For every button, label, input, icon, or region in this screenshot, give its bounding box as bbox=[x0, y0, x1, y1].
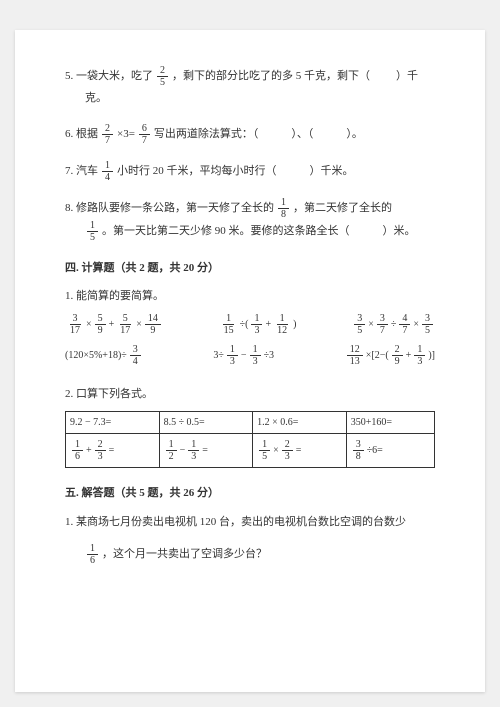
fraction: 34 bbox=[130, 344, 141, 367]
eq-text: = bbox=[109, 445, 115, 456]
expr-text: ×[2−( bbox=[366, 350, 389, 361]
calc-table: 9.2 − 7.3= 8.5 ÷ 0.5= 1.2 × 0.6= 350+160… bbox=[65, 411, 435, 468]
q8-frac2: 1 5 bbox=[87, 220, 98, 243]
q7-prefix: 7. 汽车 bbox=[65, 161, 98, 182]
fraction: 13 bbox=[251, 313, 262, 336]
expr-row-1: 317×59+517×149 115÷(13+112) 35×37÷47×35 bbox=[65, 313, 435, 336]
fraction: 13 bbox=[227, 344, 238, 367]
expr-3: 35×37÷47×35 bbox=[352, 313, 435, 336]
fraction: 317 bbox=[67, 313, 83, 336]
op-text: ÷6= bbox=[367, 445, 383, 456]
fraction: 15 bbox=[259, 439, 270, 462]
q5-blank bbox=[372, 66, 394, 87]
section-4-sub2: 2. 口算下列各式。 bbox=[65, 385, 435, 401]
cell-r1c2: 8.5 ÷ 0.5= bbox=[159, 411, 253, 433]
op-text: × bbox=[273, 445, 279, 456]
q6-frac2: 6 7 bbox=[139, 123, 150, 146]
expr-text: × bbox=[136, 319, 142, 330]
fraction: 1213 bbox=[347, 344, 363, 367]
fraction: 13 bbox=[188, 439, 199, 462]
cell-r2c3: 15 × 23 = bbox=[253, 433, 347, 467]
eq-text: = bbox=[296, 445, 302, 456]
q5-prefix: 5. 一袋大米，吃了 bbox=[65, 66, 153, 87]
s5-q1-frac: 1 6 bbox=[87, 543, 98, 566]
expr-text: )] bbox=[428, 350, 435, 361]
table-row: 16 + 23 = 12 − 13 = 15 × 23 = 38 ÷6= bbox=[66, 433, 435, 467]
fraction: 59 bbox=[95, 313, 106, 336]
expr-text: − bbox=[241, 350, 247, 361]
q8-l1-prefix: 8. 修路队要修一条公路，第一天修了全长的 bbox=[65, 198, 274, 219]
expr-text: ÷( bbox=[240, 319, 249, 330]
question-5: 5. 一袋大米，吃了 2 5 ，剩下的部分比吃了的多 5 千克，剩下（ ）千 克… bbox=[65, 65, 435, 109]
expr-text: (120×5%+18)÷ bbox=[65, 350, 127, 361]
q8-l1-suffix: ，第二天修了全长的 bbox=[293, 198, 392, 219]
section-4-sub1: 1. 能简算的要简算。 bbox=[65, 287, 435, 303]
expr-text: + bbox=[406, 350, 412, 361]
expr-6: 1213×[2−(29+13)] bbox=[345, 344, 435, 367]
q6-frac1: 2 7 bbox=[102, 123, 113, 146]
expr-row-2: (120×5%+18)÷34 3÷13−13÷3 1213×[2−(29+13)… bbox=[65, 344, 435, 367]
expr-2: 115÷(13+112) bbox=[219, 313, 297, 336]
fraction: 149 bbox=[145, 313, 161, 336]
fraction: 35 bbox=[354, 313, 365, 336]
q8-line2: 。第一天比第二天少修 90 米。要修的这条路全长（ ）米。 bbox=[102, 221, 416, 242]
fraction: 37 bbox=[377, 313, 388, 336]
expr-text: ÷3 bbox=[264, 350, 275, 361]
cell-r2c2: 12 − 13 = bbox=[159, 433, 253, 467]
q6-times: ×3= bbox=[117, 124, 135, 145]
q5-suffix: ）千 bbox=[396, 66, 418, 87]
fraction: 23 bbox=[95, 439, 106, 462]
document-page: 5. 一袋大米，吃了 2 5 ，剩下的部分比吃了的多 5 千克，剩下（ ）千 克… bbox=[15, 30, 485, 692]
fraction: 23 bbox=[282, 439, 293, 462]
q5-line2: 克。 bbox=[85, 88, 435, 109]
fraction: 35 bbox=[422, 313, 433, 336]
expr-text: ÷ bbox=[391, 319, 397, 330]
q5-frac: 2 5 bbox=[157, 65, 168, 88]
cell-r1c1: 9.2 − 7.3= bbox=[66, 411, 160, 433]
cell-r1c3: 1.2 × 0.6= bbox=[253, 411, 347, 433]
op-text: − bbox=[180, 445, 186, 456]
fraction: 47 bbox=[399, 313, 410, 336]
expr-text: × bbox=[86, 319, 92, 330]
q7-text: 小时行 20 千米，平均每小时行（ ）千米。 bbox=[117, 161, 354, 182]
expr-text: × bbox=[368, 319, 374, 330]
fraction: 13 bbox=[414, 344, 425, 367]
fraction: 29 bbox=[392, 344, 403, 367]
expr-text: ) bbox=[293, 319, 296, 330]
q6-text: 写出两道除法算式：（ ）、（ ）。 bbox=[154, 124, 363, 145]
expr-4: (120×5%+18)÷34 bbox=[65, 344, 143, 367]
expr-text: + bbox=[109, 319, 115, 330]
eq-text: = bbox=[202, 445, 208, 456]
expr-5: 3÷13−13÷3 bbox=[213, 344, 274, 367]
q6-prefix: 6. 根据 bbox=[65, 124, 98, 145]
section-4-title: 四. 计算题（共 2 题，共 20 分） bbox=[65, 259, 435, 275]
s5-q1-line2: ，这个月一共卖出了空调多少台？ bbox=[102, 544, 267, 565]
question-7: 7. 汽车 1 4 小时行 20 千米，平均每小时行（ ）千米。 bbox=[65, 160, 435, 183]
q8-frac1: 1 8 bbox=[278, 197, 289, 220]
section-5-title: 五. 解答题（共 5 题，共 26 分） bbox=[65, 484, 435, 500]
fraction: 16 bbox=[72, 439, 83, 462]
expr-text: × bbox=[413, 319, 419, 330]
cell-r1c4: 350+160= bbox=[346, 411, 434, 433]
fraction: 38 bbox=[353, 439, 364, 462]
expr-1: 317×59+517×149 bbox=[65, 313, 163, 336]
s5-q1-line1: 1. 某商场七月份卖出电视机 120 台，卖出的电视机台数比空调的台数少 bbox=[65, 512, 435, 533]
op-text: + bbox=[86, 445, 92, 456]
fraction: 12 bbox=[166, 439, 177, 462]
fraction: 517 bbox=[117, 313, 133, 336]
question-8: 8. 修路队要修一条公路，第一天修了全长的 1 8 ，第二天修了全长的 1 5 … bbox=[65, 197, 435, 243]
fraction: 13 bbox=[250, 344, 261, 367]
section-5-q1: 1. 某商场七月份卖出电视机 120 台，卖出的电视机台数比空调的台数少 1 6… bbox=[65, 512, 435, 566]
expr-text: + bbox=[265, 319, 271, 330]
q5-mid: ，剩下的部分比吃了的多 5 千克，剩下（ bbox=[172, 66, 370, 87]
expr-text: 3÷ bbox=[213, 350, 224, 361]
table-row: 9.2 − 7.3= 8.5 ÷ 0.5= 1.2 × 0.6= 350+160… bbox=[66, 411, 435, 433]
question-6: 6. 根据 2 7 ×3= 6 7 写出两道除法算式：（ ）、（ ）。 bbox=[65, 123, 435, 146]
cell-r2c4: 38 ÷6= bbox=[346, 433, 434, 467]
fraction: 115 bbox=[221, 313, 237, 336]
fraction: 112 bbox=[274, 313, 290, 336]
q7-frac: 1 4 bbox=[102, 160, 113, 183]
cell-r2c1: 16 + 23 = bbox=[66, 433, 160, 467]
